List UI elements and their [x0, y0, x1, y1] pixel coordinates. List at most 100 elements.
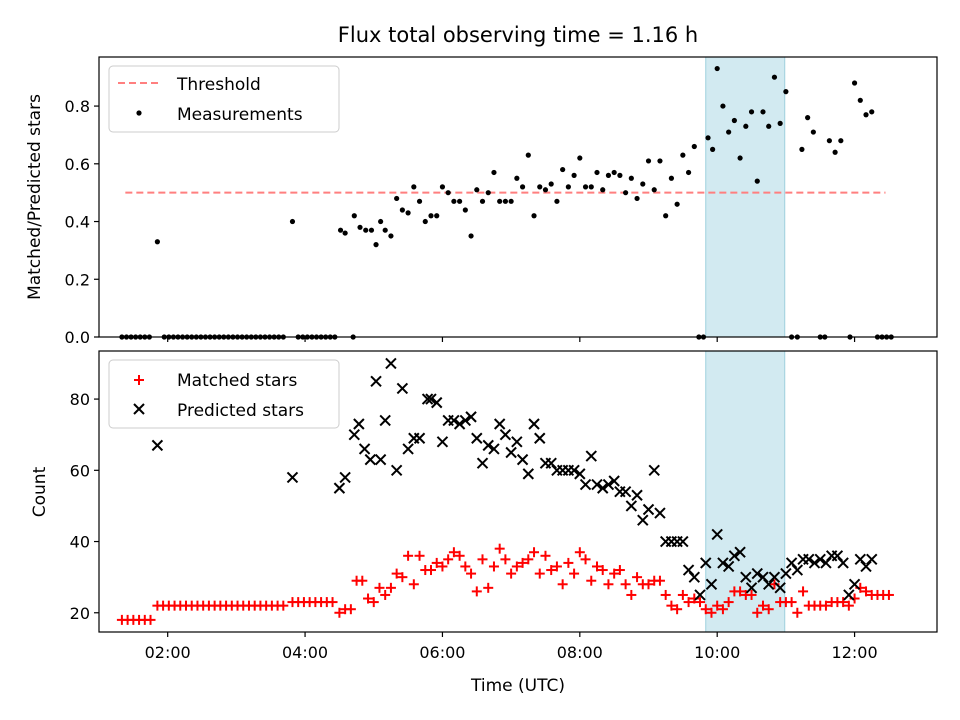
- predicted-star-point: [843, 589, 855, 601]
- predicted-star-stroke: [493, 418, 506, 430]
- measurement-point: [766, 123, 772, 129]
- measurement-point: [154, 239, 160, 245]
- predicted-star-point: [364, 453, 377, 466]
- predicted-star-point: [694, 589, 706, 601]
- matched-star-point: [677, 589, 688, 600]
- measurement-point: [525, 152, 531, 158]
- predicted-star-stroke: [734, 546, 746, 558]
- predicted-star-point: [608, 475, 620, 487]
- x-tick-label: 06:00: [419, 643, 465, 662]
- predicted-star-stroke: [619, 485, 632, 498]
- measurement-point: [497, 198, 503, 204]
- matched-star-point: [517, 557, 528, 568]
- matched-star-point: [454, 550, 465, 561]
- measurement-point: [577, 155, 583, 161]
- predicted-star-stroke: [413, 432, 426, 444]
- matched-star-point: [763, 604, 774, 615]
- measurement-point: [810, 129, 816, 135]
- measurements-legend-label: Measurements: [177, 105, 303, 125]
- predicted-star-point: [837, 557, 849, 569]
- predicted-star-point: [740, 571, 752, 583]
- predicted-star-point: [436, 436, 449, 448]
- predicted-star-point: [717, 557, 729, 569]
- matched-star-point: [523, 554, 534, 565]
- measurement-point: [754, 178, 760, 184]
- predicted-star-point: [768, 571, 781, 583]
- top-highlight-span: [705, 56, 786, 338]
- measurement-point: [869, 109, 875, 115]
- matched-star-point: [460, 561, 471, 572]
- measurement-point: [422, 218, 428, 225]
- predicted-star-point: [722, 560, 735, 573]
- top-y-axis-label: Matched/Predicted stars: [25, 94, 45, 300]
- matched-star-point: [551, 561, 562, 572]
- predicted-star-stroke: [745, 582, 758, 594]
- bottom-legend: Matched stars Predicted stars: [108, 359, 340, 429]
- predicted-star-stroke: [785, 557, 798, 569]
- matched-star-point: [569, 568, 580, 579]
- measurement-point: [479, 198, 486, 204]
- matched-star-point: [626, 589, 637, 600]
- measurement-point: [363, 227, 369, 233]
- predicted-star-stroke: [488, 443, 500, 455]
- chart-title: Flux total observing time = 1.16 h: [338, 23, 698, 47]
- predicted-star-point: [499, 428, 512, 441]
- matched-star-point: [838, 597, 849, 608]
- predicted-star-point: [471, 432, 483, 444]
- matched-star-point: [334, 607, 345, 618]
- predicted-star-point: [677, 535, 689, 548]
- predicted-star-stroke: [625, 500, 638, 512]
- x-axis-label: Time (UTC): [470, 676, 565, 696]
- measurement-point: [337, 227, 344, 233]
- predicted-star-point: [808, 557, 821, 569]
- measurement-point: [799, 146, 805, 152]
- measurement-point: [378, 218, 384, 225]
- x-tick-label: 12:00: [832, 643, 878, 662]
- measurement-point: [416, 198, 423, 204]
- matched-star-point: [357, 575, 368, 586]
- matched-star-point: [580, 554, 591, 565]
- matched-star-point: [345, 604, 356, 615]
- matched-star-point: [861, 586, 872, 597]
- measurement-point: [519, 184, 526, 190]
- predicted-star-stroke: [448, 414, 460, 427]
- predicted-star-stroke: [353, 418, 365, 430]
- measurement-point: [462, 207, 468, 213]
- measurement-point: [826, 138, 832, 144]
- matched-star-point: [798, 586, 809, 597]
- matched-star-point: [540, 550, 551, 561]
- measurement-point: [777, 120, 783, 126]
- predicted-star-point: [286, 471, 299, 484]
- bottom-y-tick-label: 40: [70, 533, 90, 552]
- predicted-star-stroke: [421, 393, 434, 405]
- measurement-point: [537, 184, 543, 190]
- measurement-point: [623, 190, 629, 196]
- predicted-star-stroke: [436, 436, 449, 448]
- predicted-star-point: [700, 557, 712, 569]
- matched-star-point: [792, 607, 803, 618]
- matched-star-point: [723, 597, 734, 608]
- measurement-point: [351, 213, 357, 219]
- predicted-star-stroke: [608, 475, 620, 487]
- predicted-star-stroke: [459, 414, 472, 427]
- bottom-y-axis-label: Count: [30, 466, 50, 517]
- predicted-star-stroke: [390, 464, 403, 477]
- matched-star-point: [477, 554, 488, 565]
- predicted-star-stroke: [379, 414, 391, 427]
- measurement-point: [342, 230, 348, 236]
- matched-star-point: [695, 597, 706, 608]
- measurement-point: [710, 146, 716, 152]
- predicted-star-stroke: [803, 553, 815, 566]
- matched-star-point: [735, 586, 746, 597]
- predicted-star-stroke: [579, 478, 592, 491]
- predicted-star-point: [711, 528, 723, 541]
- top-y-tick-label: 0.8: [65, 97, 90, 116]
- predicted-star-stroke: [728, 550, 741, 562]
- predicted-star-point: [339, 471, 351, 484]
- predicted-star-point: [568, 464, 580, 477]
- predicted-star-point: [745, 582, 758, 594]
- measurement-point: [657, 158, 663, 164]
- matched-star-point: [563, 557, 574, 568]
